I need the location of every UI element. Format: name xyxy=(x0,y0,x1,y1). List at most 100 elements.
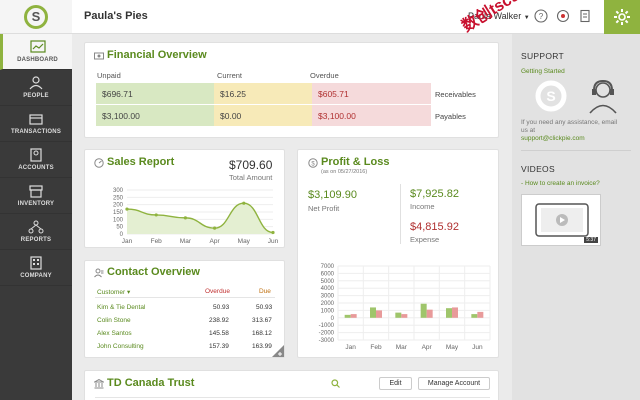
income-bar xyxy=(420,303,427,318)
y-tick-label: 3000 xyxy=(321,294,335,300)
svg-text:S: S xyxy=(546,88,555,104)
sales-total-amount: $709.60 xyxy=(229,158,273,172)
sales-report-panel: Sales Report $709.60 Total Amount 0 50 100… xyxy=(84,149,285,248)
sidebar-item-label: COMPANY xyxy=(20,273,52,279)
column-overdue[interactable]: Overdue xyxy=(205,288,230,295)
receivables-overdue[interactable]: $605.71 xyxy=(312,83,431,104)
manage-account-button[interactable]: Manage Account xyxy=(418,377,490,390)
income-bar xyxy=(395,312,402,318)
video-link-create-invoice[interactable]: - How to create an invoice? xyxy=(521,180,600,187)
chevron-down-icon: ▼ xyxy=(523,15,530,21)
payables-current[interactable]: $0.00 xyxy=(214,105,312,126)
bank-icon xyxy=(94,379,104,389)
sidebar-item-label: INVENTORY xyxy=(17,201,55,207)
contact-name[interactable]: John Consulting xyxy=(97,343,144,350)
y-tick-label: 200 xyxy=(113,203,124,209)
data-point xyxy=(183,216,187,220)
profit-loss-title: Profit & Loss xyxy=(321,156,390,168)
column-due[interactable]: Due xyxy=(259,288,271,295)
search-icon[interactable] xyxy=(331,379,340,388)
speedometer-icon xyxy=(94,158,104,168)
svg-text:?: ? xyxy=(539,12,544,21)
accounts-icon xyxy=(30,148,42,162)
sales-report-title: Sales Report xyxy=(107,156,175,168)
y-tick-label: 1000 xyxy=(321,308,335,314)
gear-icon xyxy=(614,9,630,25)
column-unpaid: Unpaid xyxy=(97,71,121,80)
settings-button[interactable] xyxy=(604,0,640,34)
expand-corner-icon[interactable] xyxy=(272,345,284,357)
y-tick-label: 250 xyxy=(113,195,124,201)
bank-account-title: TD Canada Trust xyxy=(107,377,195,389)
top-header: Paula's Pies Paula Walker ▼ ? xyxy=(72,0,640,34)
contact-name[interactable]: Kim & Tie Dental xyxy=(97,304,146,311)
contact-overdue: 238.92 xyxy=(209,317,229,324)
sidebar-item-people[interactable]: PEOPLE xyxy=(0,70,72,106)
sidebar-item-reports[interactable]: REPORTS xyxy=(0,214,72,250)
x-tick-label: Mar xyxy=(180,238,192,245)
document-icon[interactable] xyxy=(578,9,592,23)
sidebar-item-label: PEOPLE xyxy=(23,93,49,99)
x-tick-label: Jan xyxy=(122,238,133,245)
payables-unpaid[interactable]: $3,100.00 xyxy=(96,105,214,126)
transactions-icon xyxy=(29,114,43,125)
receivables-unpaid[interactable]: $696.71 xyxy=(96,83,214,104)
sidebar-item-transactions[interactable]: TRANSACTIONS xyxy=(0,106,72,142)
net-profit-label: Net Profit xyxy=(308,204,340,213)
income-bar xyxy=(370,307,376,318)
contact-due: 313.67 xyxy=(252,317,272,324)
support-email-link[interactable]: support@clickpie.com xyxy=(521,135,585,142)
expense-bar xyxy=(376,310,382,318)
contact-overview-panel: Contact Overview Customer ▾ Overdue Due … xyxy=(84,260,285,358)
sidebar-item-label: REPORTS xyxy=(20,237,52,243)
column-customer[interactable]: Customer ▾ xyxy=(97,289,131,296)
y-tick-label: 4000 xyxy=(321,286,335,292)
x-tick-label: May xyxy=(446,344,459,351)
income-bar xyxy=(344,314,351,318)
contact-due: 168.12 xyxy=(252,330,272,337)
income-bar xyxy=(471,314,478,318)
data-point xyxy=(213,226,217,230)
contact-overdue: 145.58 xyxy=(209,330,229,337)
x-tick-label: Apr xyxy=(422,344,433,351)
video-duration: 5:37 xyxy=(584,237,598,243)
y-tick-label: 5000 xyxy=(321,279,335,285)
coins-icon: $ xyxy=(308,158,318,168)
divider xyxy=(400,184,401,244)
videos-title: VIDEOS xyxy=(521,164,555,174)
series-line xyxy=(126,202,274,234)
sidebar-item-accounts[interactable]: ACCOUNTS xyxy=(0,142,72,178)
x-tick-label: May xyxy=(238,238,251,245)
video-thumbnail[interactable]: 5:37 xyxy=(521,194,601,246)
expense-bar xyxy=(401,314,408,318)
user-menu[interactable]: Paula Walker ▼ xyxy=(468,11,530,21)
y-tick-label: 100 xyxy=(113,217,124,223)
payables-overdue[interactable]: $3,100.00 xyxy=(312,105,431,126)
data-point xyxy=(242,201,246,205)
contact-overdue: 50.93 xyxy=(213,304,230,311)
help-icon[interactable]: ? xyxy=(534,9,548,23)
contact-due: 163.99 xyxy=(252,343,272,350)
sidebar-item-inventory[interactable]: INVENTORY xyxy=(0,178,72,214)
contact-name[interactable]: Alex Santos xyxy=(97,330,132,337)
expense-bar xyxy=(350,314,357,318)
edit-button[interactable]: Edit xyxy=(379,377,412,390)
x-tick-label: Mar xyxy=(396,344,408,351)
y-tick-label: 300 xyxy=(113,188,124,194)
sidebar-item-company[interactable]: COMPANY xyxy=(0,250,72,286)
sidebar-item-label: ACCOUNTS xyxy=(18,165,54,171)
logo-icon: S xyxy=(24,4,48,29)
financial-overview-title: Financial Overview xyxy=(107,49,207,61)
contact-name[interactable]: Colin Stone xyxy=(97,317,131,324)
contact-due: 50.93 xyxy=(256,304,273,311)
y-tick-label: -1000 xyxy=(319,323,335,329)
getting-started-link[interactable]: Getting Started xyxy=(521,68,565,75)
sidebar-item-dashboard[interactable]: DASHBOARD xyxy=(0,34,72,70)
x-tick-label: Jun xyxy=(268,238,279,245)
logo[interactable]: S xyxy=(0,0,72,34)
notification-icon[interactable] xyxy=(556,9,570,23)
y-tick-label: -2000 xyxy=(319,331,335,337)
receivables-current[interactable]: $16.25 xyxy=(214,83,312,104)
